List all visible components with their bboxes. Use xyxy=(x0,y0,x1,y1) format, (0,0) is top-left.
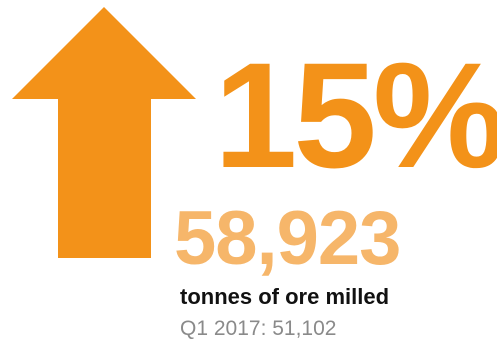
arrow-up-icon xyxy=(0,0,220,349)
percent-change: 15% xyxy=(214,31,497,199)
comparison-value: Q1 2017: 51,102 xyxy=(180,317,337,340)
tonnes-value: 58,923 xyxy=(174,196,401,281)
arrow-up-shape xyxy=(12,7,196,258)
metric-label: tonnes of ore milled xyxy=(180,284,390,309)
